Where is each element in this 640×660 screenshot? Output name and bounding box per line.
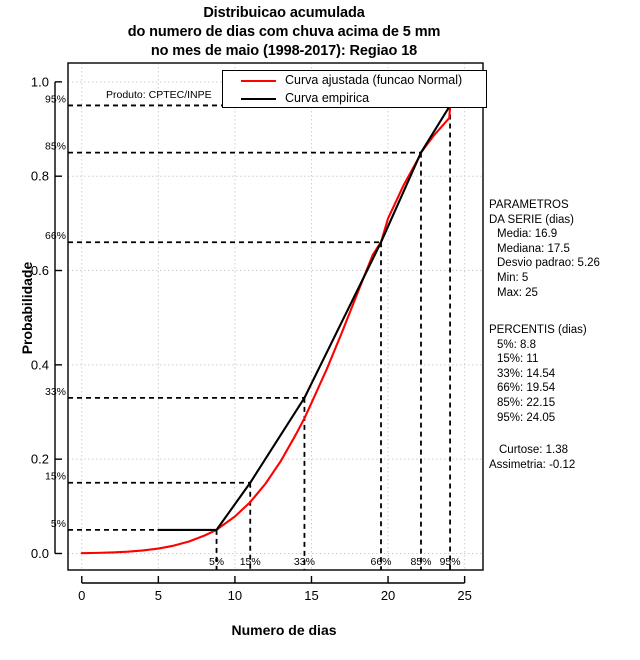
parameters-heading-1: PARAMETROS [489,199,569,211]
y-axis-tick-label: 0.4 [31,357,49,372]
x-axis-title: Numero de dias [231,622,337,638]
parameter-max: Max: 25 [497,286,538,299]
percentile-label-x: 95% [440,556,461,568]
title-line-2: do numero de dias com chuva acima de 5 m… [127,24,441,40]
percentile-label-y: 33% [45,386,66,398]
x-axis-tick-label: 20 [381,588,395,603]
percentile-95: 95%: 24.05 [497,411,556,424]
y-axis-tick-label: 0.2 [31,452,49,467]
percentiles-heading: PERCENTIS (dias) [489,324,587,336]
percentile-label-y: 66% [45,230,66,242]
x-axis-tick-label: 5 [155,588,162,603]
series-line-fitted [80,103,466,555]
percentile-label-y: 15% [45,471,66,483]
percentile-label-y: 95% [45,93,66,105]
y-axis-tick-label: 0.6 [31,263,49,278]
parameters-panel: PARAMETROS DA SERIE (dias) Media: 16.9 M… [489,198,600,300]
x-axis-tick-label: 25 [457,588,471,603]
parameter-media: Media: 16.9 [497,228,558,241]
legend-swatch-fitted [241,80,276,82]
legend-swatch-empirical [241,98,276,100]
statistic-curtose: Curtose: 1.38 [499,444,569,456]
plot-panel-border [67,62,484,571]
percentile-label-x: 66% [371,556,392,568]
percentile-33: 33%: 14.54 [497,367,556,380]
percentile-5: 5%: 8.8 [497,338,536,351]
statistic-assimetria: Assimetria: -0.12 [489,458,576,471]
parameter-mediana: Mediana: 17.5 [497,242,570,255]
percentile-15: 15%: 11 [497,353,539,366]
percentile-66: 66%: 19.54 [497,382,556,395]
percentiles-panel: PERCENTIS (dias) 5%: 8.8 15%: 11 33%: 14… [489,323,587,425]
title-line-3: no mes de maio (1998-2017): Regiao 18 [150,43,418,59]
x-axis-tick-label: 0 [78,588,85,603]
legend-label-empirical: Curva empirica [285,91,370,105]
produto-annotation: Produto: CPTEC/INPE [106,89,212,101]
shape-statistics-panel: Curtose: 1.38 Assimetria: -0.12 [489,443,575,472]
percentile-label-y: 5% [51,518,66,530]
parameter-min: Min: 5 [497,271,529,284]
y-axis-title: Probabilidade [19,261,35,355]
series-line-empirical [157,80,466,531]
percentile-label-x: 15% [240,556,261,568]
title-line-1: Distribuicao acumulada [203,5,365,21]
page-title: Distribuicao acumulada do numero de dias… [0,4,568,61]
y-axis-tick-label: 1.0 [31,74,49,89]
x-axis-tick-label: 15 [304,588,318,603]
percentile-label-y: 85% [45,141,66,153]
percentile-label-x: 5% [209,556,224,568]
y-axis-tick-label: 0.8 [31,169,49,184]
chart-legend: Curva ajustada (funcao Normal) Curva emp… [222,70,487,108]
x-axis-tick-label: 10 [228,588,242,603]
legend-label-fitted: Curva ajustada (funcao Normal) [285,73,463,87]
legend-item-fitted: Curva ajustada (funcao Normal) [223,72,486,90]
y-axis-tick-label: 0.0 [31,546,49,561]
parameter-desvio-padrao: Desvio padrao: 5.26 [497,257,600,270]
percentile-label-x: 85% [410,556,431,568]
percentile-label-x: 33% [294,556,315,568]
percentile-85: 85%: 22.15 [497,396,556,409]
legend-item-empirical: Curva empirica [223,90,486,108]
parameters-heading-2: DA SERIE (dias) [489,213,574,226]
